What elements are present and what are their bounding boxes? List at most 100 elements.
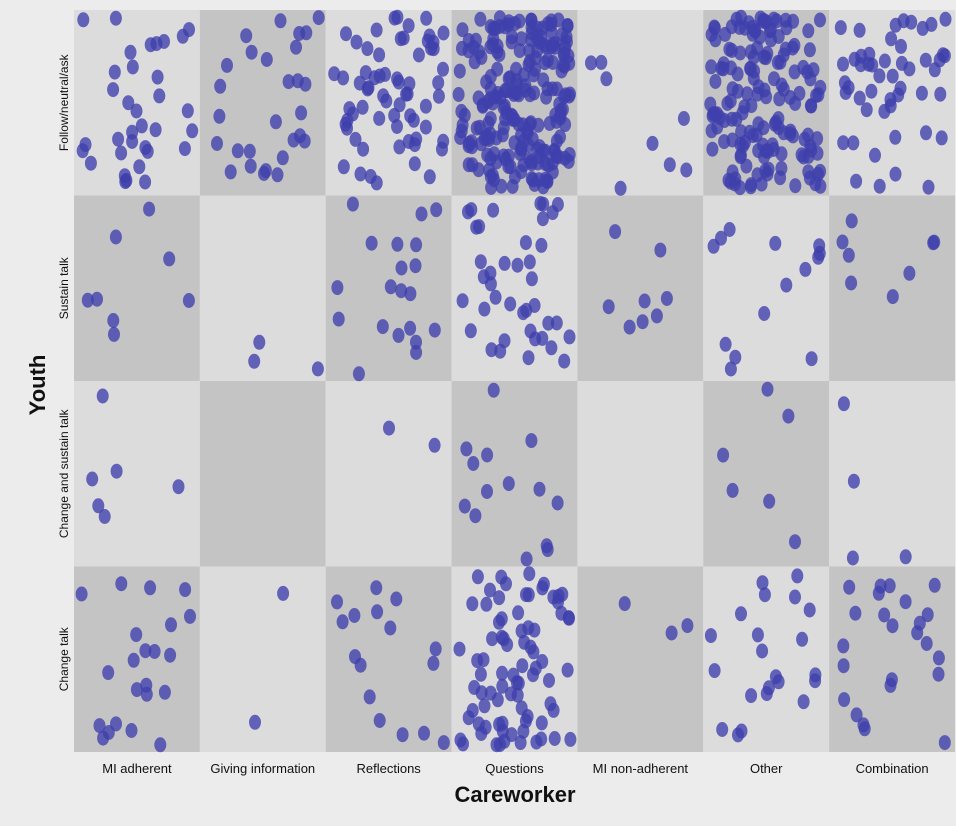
data-point [873, 68, 886, 84]
data-point [182, 293, 195, 308]
data-point [548, 731, 561, 746]
data-point [858, 721, 871, 737]
data-point [779, 12, 792, 28]
data-point [614, 180, 627, 196]
data-point [938, 735, 951, 751]
data-point [529, 660, 542, 676]
data-point [410, 131, 423, 147]
data-point [181, 103, 194, 119]
data-point [81, 292, 94, 308]
data-point [149, 122, 162, 138]
data-point [911, 625, 924, 641]
data-point [491, 86, 504, 101]
data-point [312, 10, 325, 26]
data-point [885, 672, 898, 688]
data-point [328, 66, 341, 82]
data-point [618, 596, 631, 612]
y-tick-label: Change talk [57, 626, 71, 691]
data-point [796, 631, 809, 647]
y-axis-title: Youth [25, 355, 50, 416]
data-point [491, 61, 504, 77]
data-point [536, 330, 549, 346]
data-point [481, 447, 494, 463]
data-point [404, 320, 417, 336]
data-point [473, 219, 486, 235]
data-point [928, 234, 941, 250]
cell-change-and-sustain-talk-mi-non-adherent [577, 381, 704, 567]
data-point [525, 271, 538, 287]
data-point [899, 549, 912, 565]
data-point [126, 59, 139, 75]
data-point [361, 81, 374, 97]
data-point [884, 98, 897, 114]
data-point [873, 178, 886, 194]
data-point [769, 669, 782, 685]
data-point [730, 111, 743, 127]
data-point [878, 607, 891, 623]
data-point [84, 155, 97, 171]
data-point [346, 196, 359, 212]
data-point [528, 298, 541, 313]
data-point [516, 658, 529, 674]
data-point [482, 130, 494, 146]
data-point [300, 25, 313, 41]
data-point [496, 665, 509, 681]
data-point [484, 111, 497, 127]
data-point [847, 473, 860, 489]
data-point [93, 718, 106, 734]
data-point [466, 703, 479, 718]
data-point [332, 311, 345, 327]
data-point [96, 388, 109, 404]
data-point [98, 509, 111, 524]
data-point [511, 257, 524, 273]
data-point [518, 634, 531, 650]
data-point [837, 658, 850, 674]
data-point [837, 396, 850, 412]
data-point [507, 667, 520, 683]
data-point [395, 260, 408, 276]
points-layer [75, 9, 952, 753]
data-point [470, 120, 483, 136]
x-tick-label: Other [750, 761, 783, 776]
data-point [404, 286, 417, 302]
data-point [354, 166, 367, 182]
data-point [107, 313, 120, 328]
data-point [523, 254, 536, 270]
data-point [460, 441, 473, 457]
data-point [521, 709, 534, 724]
data-point [542, 315, 555, 331]
data-point [517, 723, 530, 739]
data-point [773, 91, 786, 107]
data-point [365, 235, 378, 251]
data-point [846, 550, 859, 566]
data-point [895, 38, 907, 54]
data-point [388, 10, 401, 26]
data-point [533, 139, 546, 155]
x-tick-label: MI adherent [102, 761, 172, 776]
data-point [847, 135, 860, 151]
data-point [789, 534, 801, 550]
data-point [474, 11, 487, 27]
data-point [454, 732, 467, 748]
data-point [258, 166, 270, 181]
data-point [561, 662, 574, 678]
x-tick-label: Giving information [210, 761, 315, 776]
data-point [706, 141, 719, 157]
data-point [484, 169, 497, 185]
data-point [466, 596, 479, 612]
data-point [467, 456, 480, 471]
data-point [458, 107, 471, 123]
data-point [721, 96, 734, 111]
data-point [92, 498, 105, 514]
data-point [260, 52, 273, 67]
data-point [429, 641, 442, 657]
data-point [410, 345, 423, 360]
data-point [549, 36, 562, 51]
data-point [751, 627, 764, 643]
cell-change-and-sustain-talk-giving-information [199, 381, 326, 567]
data-point [311, 361, 324, 377]
data-point [865, 83, 878, 99]
data-point [427, 655, 440, 671]
data-point [415, 206, 428, 222]
data-point [214, 78, 227, 94]
